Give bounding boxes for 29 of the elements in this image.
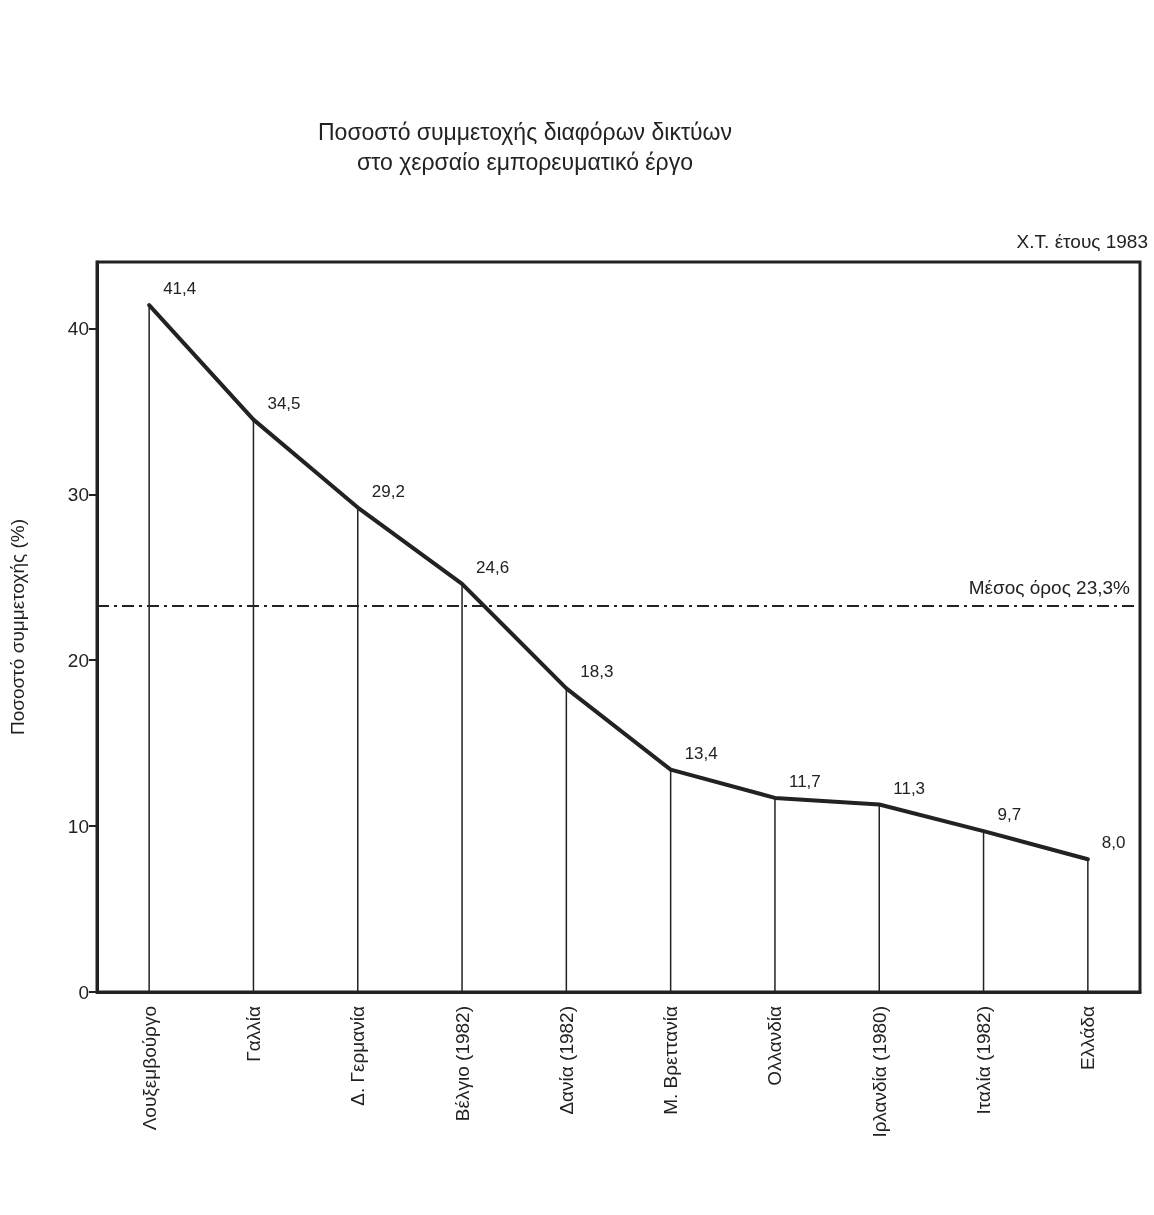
x-tick-label: Δ. Γερμανία (347, 1006, 369, 1106)
ref-line-label: Μέσος όρος 23,3% (968, 577, 1131, 599)
y-tick-label: 20 (67, 649, 89, 671)
x-tick-label: Ελλάδα (1077, 1005, 1099, 1070)
x-tick-label: Ολλανδία (764, 1005, 786, 1086)
text: Χ.Τ. έτους 1983 (1016, 231, 1149, 252)
y-tick-label: 40 (67, 317, 89, 339)
data-label: 24,6 (476, 557, 510, 577)
x-tick-label: Βέλγιο (1982) (451, 1006, 473, 1122)
y-tick-label: 10 (67, 815, 89, 837)
data-label: 29,2 (371, 481, 405, 501)
x-tick-label: Ιρλανδία (1980) (868, 1006, 890, 1138)
data-label: 9,7 (997, 805, 1022, 825)
y-tick-label: 30 (67, 483, 89, 505)
data-label: 34,5 (267, 393, 301, 413)
x-tick-label: Λουξεμβούργο (138, 1006, 160, 1131)
y-axis-title: Ποσοστό συμμετοχής (%) (7, 519, 28, 735)
data-label: 11,3 (893, 778, 926, 798)
data-label: 18,3 (580, 662, 614, 682)
data-label: 13,4 (684, 743, 718, 763)
chart-title: Ποσοστό συμμετοχής διαφόρων δικτύων στο χερσαίο εμπορευματικό έργο (317, 119, 733, 175)
x-tick-label: Μ. Βρεττανία (660, 1006, 682, 1115)
data-label: 11,7 (788, 771, 821, 791)
x-tick-label: Δανία (1982) (555, 1006, 577, 1115)
y-tick-label: 0 (78, 981, 89, 1003)
x-tick-label: Γαλλία (242, 1005, 264, 1062)
x-tick-label: Ιταλία (1982) (973, 1006, 995, 1115)
data-label: 8,0 (1101, 833, 1126, 853)
data-label: 41,4 (163, 279, 197, 299)
